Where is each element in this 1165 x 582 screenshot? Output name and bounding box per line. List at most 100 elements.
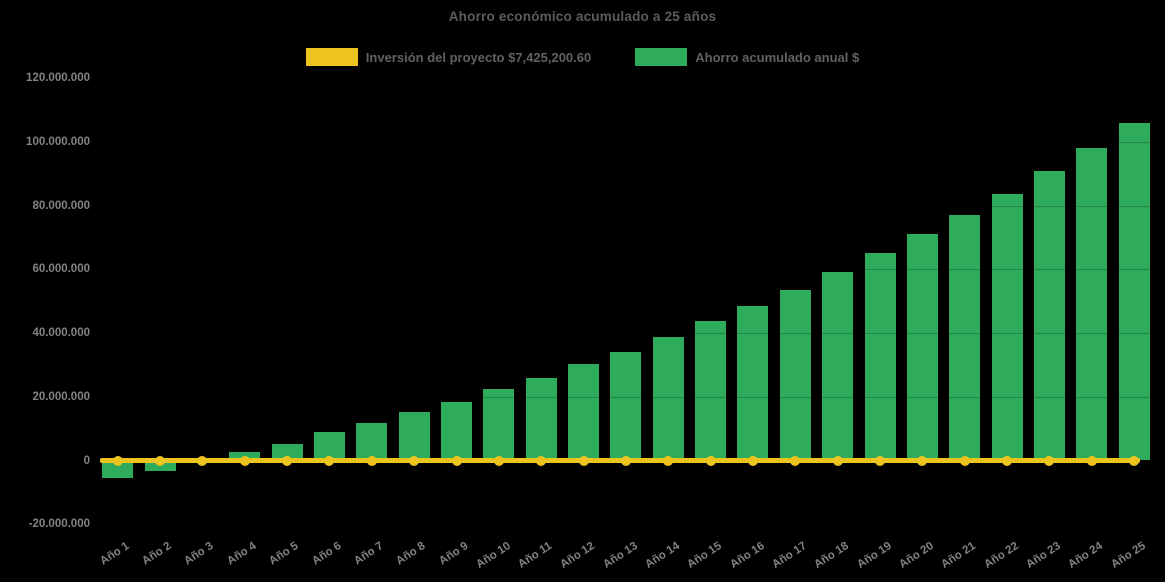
x-axis-tick-label: Año 24 bbox=[1066, 540, 1106, 571]
investment-point-anio-12[interactable] bbox=[578, 455, 589, 466]
v-gridline bbox=[265, 78, 267, 525]
v-gridline bbox=[96, 78, 98, 525]
legend-item-inversion[interactable]: Inversión del proyecto $7,425,200.60 bbox=[305, 48, 592, 66]
bar-ahorro-anio-9[interactable] bbox=[441, 402, 472, 461]
investment-point-anio-3[interactable] bbox=[197, 455, 208, 466]
h-gridline bbox=[96, 524, 1157, 526]
investment-point-anio-20[interactable] bbox=[917, 455, 928, 466]
investment-point-anio-21[interactable] bbox=[959, 455, 970, 466]
v-gridline bbox=[223, 78, 225, 525]
investment-point-anio-7[interactable] bbox=[366, 455, 377, 466]
x-axis-tick-label: Año 13 bbox=[600, 540, 640, 571]
investment-point-anio-23[interactable] bbox=[1044, 455, 1055, 466]
legend-item-ahorro[interactable]: Ahorro acumulado anual $ bbox=[635, 48, 859, 66]
investment-point-anio-24[interactable] bbox=[1086, 455, 1097, 466]
bar-ahorro-anio-11[interactable] bbox=[525, 377, 557, 461]
investment-line[interactable] bbox=[100, 458, 1141, 463]
v-gridline bbox=[392, 78, 394, 525]
x-axis-tick-label: Año 7 bbox=[352, 540, 386, 568]
investment-point-anio-13[interactable] bbox=[620, 455, 631, 466]
bar-ahorro-anio-2[interactable] bbox=[144, 460, 176, 471]
bar-ahorro-anio-24[interactable] bbox=[1076, 147, 1108, 461]
y-axis-tick-label: 60.000.000 bbox=[32, 263, 90, 276]
bar-ahorro-anio-19[interactable] bbox=[864, 253, 896, 461]
v-gridline bbox=[138, 78, 140, 525]
v-gridline bbox=[901, 78, 903, 525]
x-axis-tick-label: Año 12 bbox=[558, 540, 598, 571]
bar-ahorro-anio-13[interactable] bbox=[610, 351, 642, 461]
v-gridline bbox=[520, 78, 521, 525]
bar-ahorro-anio-1[interactable] bbox=[102, 460, 134, 478]
h-gridline bbox=[96, 142, 1157, 143]
legend-label-inversion: Inversión del proyecto $7,425,200.60 bbox=[365, 49, 592, 65]
x-axis-tick-label: Año 16 bbox=[727, 540, 767, 571]
v-gridline bbox=[181, 78, 183, 525]
bar-ahorro-anio-8[interactable] bbox=[398, 412, 430, 461]
legend-swatch-ahorro-icon bbox=[635, 48, 688, 66]
bar-ahorro-anio-25[interactable] bbox=[1118, 123, 1150, 461]
investment-point-anio-14[interactable] bbox=[663, 455, 674, 466]
investment-point-anio-22[interactable] bbox=[1002, 455, 1013, 466]
investment-point-anio-1[interactable] bbox=[112, 455, 123, 466]
bar-ahorro-anio-12[interactable] bbox=[568, 364, 600, 461]
x-axis-tick-label: Año 4 bbox=[224, 540, 259, 568]
h-gridline bbox=[96, 269, 1157, 271]
investment-point-anio-10[interactable] bbox=[493, 455, 504, 466]
bar-ahorro-anio-16[interactable] bbox=[737, 305, 769, 461]
v-gridline bbox=[308, 78, 310, 525]
v-gridline bbox=[774, 78, 776, 525]
x-axis-tick-label: Año 17 bbox=[770, 540, 809, 571]
v-gridline bbox=[562, 78, 564, 525]
h-gridline bbox=[96, 333, 1157, 335]
x-axis-tick-label: Año 8 bbox=[394, 540, 428, 568]
legend-swatch-inversion-icon bbox=[305, 48, 358, 66]
x-axis-tick-label: Año 10 bbox=[473, 540, 513, 571]
v-gridline bbox=[816, 78, 818, 525]
investment-point-anio-16[interactable] bbox=[747, 455, 758, 466]
bar-ahorro-anio-5[interactable] bbox=[271, 443, 303, 461]
v-gridline bbox=[943, 78, 945, 525]
x-axis-tick-label: Año 22 bbox=[981, 540, 1021, 571]
investment-point-anio-15[interactable] bbox=[705, 455, 716, 466]
x-axis-tick-label: Año 3 bbox=[182, 540, 216, 568]
v-gridline bbox=[435, 78, 437, 525]
h-gridline bbox=[96, 78, 1157, 80]
investment-point-anio-6[interactable] bbox=[324, 455, 335, 466]
bar-ahorro-anio-7[interactable] bbox=[356, 422, 388, 461]
bar-ahorro-anio-10[interactable] bbox=[483, 389, 515, 461]
investment-point-anio-19[interactable] bbox=[875, 455, 885, 466]
x-axis-tick-label: Año 9 bbox=[436, 540, 471, 568]
bar-ahorro-anio-15[interactable] bbox=[695, 320, 727, 461]
y-axis-tick-label: 0 bbox=[83, 454, 90, 467]
y-axis-tick-label: 40.000.000 bbox=[32, 327, 90, 340]
x-axis-tick-label: Año 18 bbox=[812, 540, 852, 571]
v-gridline bbox=[731, 78, 733, 525]
bar-ahorro-anio-17[interactable] bbox=[779, 290, 811, 461]
v-gridline bbox=[647, 78, 649, 525]
investment-point-anio-17[interactable] bbox=[790, 455, 801, 466]
v-gridline bbox=[689, 78, 691, 525]
x-axis-tick-label: Año 5 bbox=[267, 540, 301, 568]
investment-point-anio-11[interactable] bbox=[536, 455, 547, 466]
x-axis-tick-label: Año 14 bbox=[643, 540, 682, 571]
bar-ahorro-anio-23[interactable] bbox=[1033, 170, 1065, 461]
x-axis-tick-label: Año 23 bbox=[1024, 540, 1063, 571]
investment-point-anio-4[interactable] bbox=[239, 455, 250, 466]
investment-point-anio-18[interactable] bbox=[832, 455, 843, 466]
bar-ahorro-anio-21[interactable] bbox=[949, 214, 981, 461]
legend: Inversión del proyecto $7,425,200.60 Aho… bbox=[0, 48, 1165, 66]
investment-point-anio-9[interactable] bbox=[451, 455, 462, 466]
bar-ahorro-anio-20[interactable] bbox=[906, 234, 938, 461]
y-axis-tick-label: 20.000.000 bbox=[32, 390, 90, 403]
bar-ahorro-anio-18[interactable] bbox=[822, 272, 854, 461]
investment-point-anio-8[interactable] bbox=[409, 455, 420, 466]
v-gridline bbox=[350, 78, 352, 525]
investment-point-anio-25[interactable] bbox=[1129, 455, 1140, 466]
x-axis-tick-label: Año 19 bbox=[854, 540, 894, 571]
v-gridline bbox=[1070, 78, 1072, 525]
bar-ahorro-anio-14[interactable] bbox=[652, 336, 684, 461]
bar-ahorro-anio-22[interactable] bbox=[991, 194, 1023, 461]
investment-point-anio-2[interactable] bbox=[155, 455, 166, 466]
investment-point-anio-5[interactable] bbox=[282, 455, 293, 466]
